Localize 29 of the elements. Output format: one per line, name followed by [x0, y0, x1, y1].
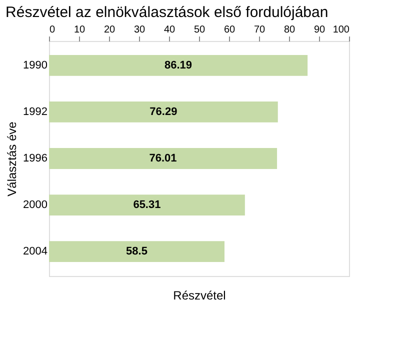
bar [49, 148, 278, 169]
data-label: 65.31 [133, 199, 161, 212]
x-tick-label: 20 [104, 24, 116, 36]
y-axis-title: Választás éve [5, 121, 20, 196]
data-label: 76.01 [149, 152, 177, 164]
x-tick-label: 80 [284, 24, 296, 36]
bar [49, 241, 224, 262]
bar [49, 101, 278, 122]
bar [49, 54, 308, 76]
y-tick-label: 1992 [23, 106, 48, 118]
x-tick-label: 100 [332, 24, 350, 36]
y-tick-label: 2004 [23, 246, 48, 258]
chart-title: Részvétel az elnökválasztások első fordulójában [6, 4, 328, 21]
x-tick-label: 0 [50, 24, 56, 36]
x-tick-label: 60 [224, 24, 236, 36]
x-tick-label: 30 [134, 24, 146, 36]
x-tick-label: 70 [254, 24, 266, 36]
y-tick-label: 2000 [23, 199, 48, 212]
data-label: 86.19 [164, 59, 192, 72]
x-tick-label: 90 [314, 24, 326, 36]
x-tick-label: 50 [194, 24, 206, 36]
x-axis-title: Részvétel [173, 288, 226, 302]
x-tick-label: 10 [74, 24, 86, 36]
y-tick-label: 1990 [23, 59, 48, 72]
x-tick-label: 40 [164, 24, 176, 36]
data-label: 76.29 [150, 106, 178, 118]
bar [49, 194, 245, 216]
y-tick-label: 1996 [23, 152, 48, 164]
data-label: 58.5 [126, 246, 148, 258]
